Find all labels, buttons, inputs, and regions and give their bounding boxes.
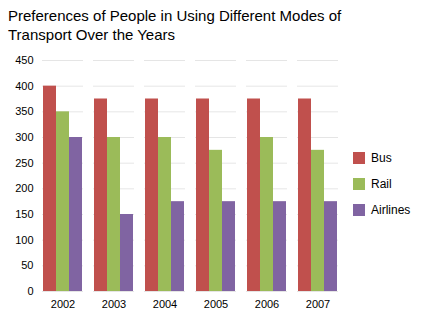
- svg-text:200: 200: [15, 182, 33, 194]
- html-text:Preferences of People in Using: Preferences of People in Using Different…: [8, 7, 342, 43]
- svg-text:0: 0: [27, 285, 33, 297]
- html-text:Rail: Rail: [371, 176, 392, 191]
- svg-text:2006: 2006: [255, 298, 279, 310]
- svg-text:50: 50: [21, 259, 33, 271]
- svg-text:2003: 2003: [102, 298, 126, 310]
- svg-text:2007: 2007: [306, 298, 330, 310]
- svg-text:150: 150: [15, 208, 33, 220]
- svg-text:2002: 2002: [51, 298, 75, 310]
- svg-text:2005: 2005: [204, 298, 228, 310]
- html-text:Airlines: Airlines: [371, 202, 411, 217]
- svg-text:2004: 2004: [153, 298, 177, 310]
- html-text:Bus: Bus: [371, 150, 392, 165]
- svg-text:350: 350: [15, 105, 33, 117]
- svg-text:100: 100: [15, 234, 33, 246]
- svg-text:300: 300: [15, 131, 33, 143]
- svg-text:400: 400: [15, 80, 33, 92]
- svg-text:450: 450: [15, 54, 33, 66]
- svg-text:250: 250: [15, 157, 33, 169]
